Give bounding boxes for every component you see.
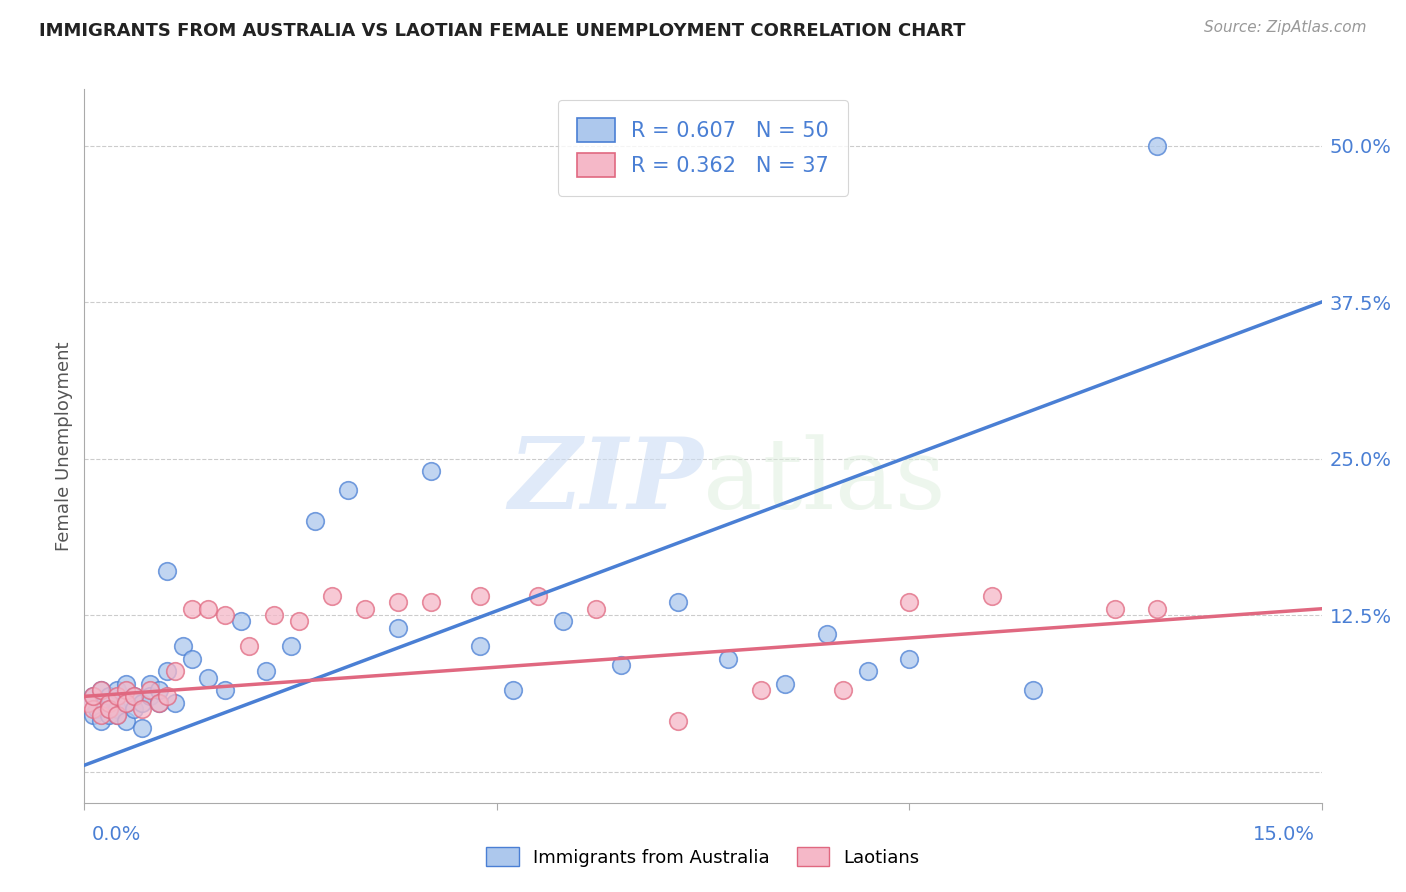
Point [148,696,170,710]
Point [502,683,524,698]
Point [980,589,1002,603]
Point [197,601,219,615]
Point [165,665,187,679]
Point [1104,601,1126,615]
Point [321,589,343,603]
Text: Source: ZipAtlas.com: Source: ZipAtlas.com [1204,20,1367,35]
Point [156,665,179,679]
Point [114,714,136,729]
Point [749,683,772,698]
Point [105,708,128,723]
Point [337,483,360,497]
Point [898,595,921,609]
Point [419,464,441,478]
Point [254,665,277,679]
Point [180,652,202,666]
Point [470,589,492,603]
Text: 0.0%: 0.0% [91,825,141,844]
Point [82,708,104,723]
Point [229,614,252,628]
Text: IMMIGRANTS FROM AUSTRALIA VS LAOTIAN FEMALE UNEMPLOYMENT CORRELATION CHART: IMMIGRANTS FROM AUSTRALIA VS LAOTIAN FEM… [39,22,966,40]
Point [666,595,689,609]
Legend: R = 0.607   N = 50, R = 0.362   N = 37: R = 0.607 N = 50, R = 0.362 N = 37 [558,100,848,195]
Point [856,665,879,679]
Point [1146,138,1168,153]
Point [585,601,607,615]
Text: ZIP: ZIP [508,434,703,530]
Point [131,721,153,735]
Point [131,696,153,710]
Text: atlas: atlas [703,434,946,530]
Point [551,614,574,628]
Point [94,696,117,710]
Point [898,652,921,666]
Point [197,671,219,685]
Point [122,702,145,716]
Point [90,683,112,698]
Point [90,708,112,723]
Point [666,714,689,729]
Point [214,607,236,622]
Point [90,714,112,729]
Y-axis label: Female Unemployment: Female Unemployment [55,342,73,550]
Point [77,696,100,710]
Legend: Immigrants from Australia, Laotians: Immigrants from Australia, Laotians [479,840,927,874]
Point [131,702,153,716]
Point [156,690,179,704]
Point [105,708,128,723]
Point [353,601,375,615]
Point [122,690,145,704]
Point [114,677,136,691]
Point [122,690,145,704]
Point [114,683,136,698]
Point [105,702,128,716]
Point [114,696,136,710]
Point [180,601,202,615]
Point [148,683,170,698]
Text: 15.0%: 15.0% [1253,825,1315,844]
Point [98,696,121,710]
Point [1022,683,1045,698]
Point [280,640,302,654]
Point [86,702,108,716]
Point [82,690,104,704]
Point [387,595,409,609]
Point [238,640,260,654]
Point [419,595,441,609]
Point [105,683,128,698]
Point [527,589,550,603]
Point [148,696,170,710]
Point [114,696,136,710]
Point [165,696,187,710]
Point [139,690,162,704]
Point [90,683,112,698]
Point [263,607,285,622]
Point [304,514,326,528]
Point [82,690,104,704]
Point [214,683,236,698]
Point [139,683,162,698]
Point [775,677,797,691]
Point [82,702,104,716]
Point [156,564,179,578]
Point [98,702,121,716]
Point [139,677,162,691]
Point [105,690,128,704]
Point [815,627,838,641]
Point [98,708,121,723]
Point [387,621,409,635]
Point [717,652,740,666]
Point [98,690,121,704]
Point [77,696,100,710]
Point [609,658,631,673]
Point [288,614,311,628]
Point [172,640,194,654]
Point [832,683,855,698]
Point [470,640,492,654]
Point [98,702,121,716]
Point [1146,601,1168,615]
